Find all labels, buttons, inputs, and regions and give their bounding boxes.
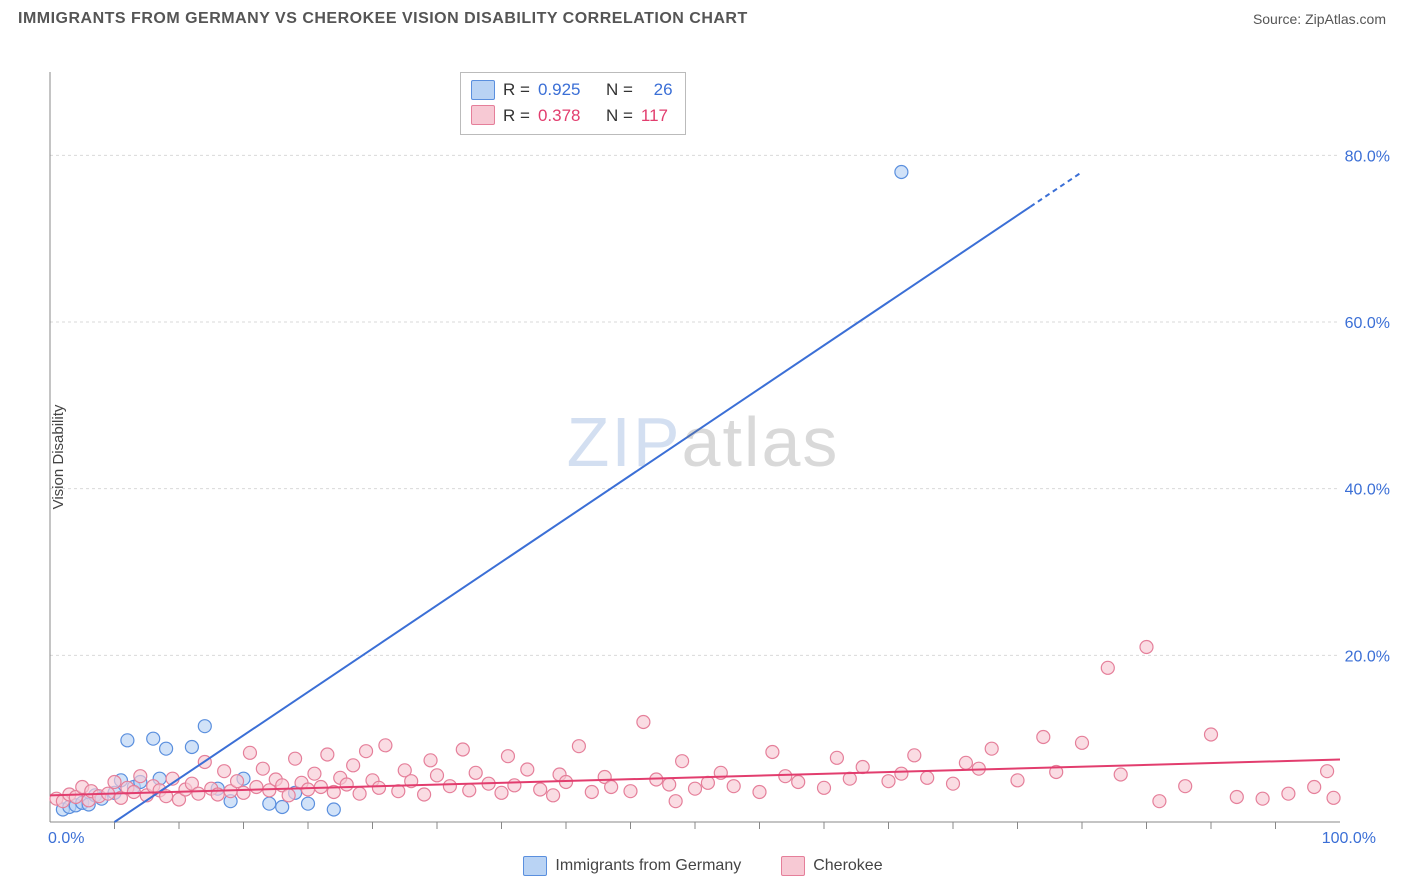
legend-label-cherokee: Cherokee: [813, 857, 882, 875]
svg-text:80.0%: 80.0%: [1345, 148, 1390, 165]
legend-item-cherokee: Cherokee: [781, 856, 882, 876]
svg-text:40.0%: 40.0%: [1345, 482, 1390, 499]
n-value-cherokee: 117: [641, 103, 668, 129]
r-value-cherokee: 0.378: [538, 103, 581, 129]
swatch-germany: [471, 80, 495, 100]
source-attribution: Source: ZipAtlas.com: [1253, 11, 1386, 27]
stats-row-germany: R = 0.925 N = 26: [471, 77, 673, 103]
legend-item-germany: Immigrants from Germany: [523, 856, 741, 876]
legend-label-germany: Immigrants from Germany: [555, 857, 741, 875]
legend-swatch-germany: [523, 856, 547, 876]
x-axis-max-label: 100.0%: [1322, 830, 1376, 848]
swatch-cherokee: [471, 105, 495, 125]
legend-swatch-cherokee: [781, 856, 805, 876]
y-axis-label: Vision Disability: [50, 405, 67, 510]
x-axis-min-label: 0.0%: [48, 830, 84, 848]
legend: Immigrants from Germany Cherokee: [0, 856, 1406, 876]
chart-area: Vision Disability ZIPatlas 20.0%40.0%60.…: [0, 32, 1406, 882]
scatter-plot: 20.0% 40.0% 60.0% 80.0%: [0, 32, 1406, 882]
svg-text:20.0%: 20.0%: [1345, 648, 1390, 665]
n-value-germany: 26: [654, 77, 673, 103]
svg-text:60.0%: 60.0%: [1345, 315, 1390, 332]
stats-box: R = 0.925 N = 26 R = 0.378 N = 117: [460, 72, 686, 135]
chart-title: IMMIGRANTS FROM GERMANY VS CHEROKEE VISI…: [18, 10, 748, 28]
stats-row-cherokee: R = 0.378 N = 117: [471, 103, 673, 129]
chart-header: IMMIGRANTS FROM GERMANY VS CHEROKEE VISI…: [0, 0, 1406, 32]
r-value-germany: 0.925: [538, 77, 581, 103]
